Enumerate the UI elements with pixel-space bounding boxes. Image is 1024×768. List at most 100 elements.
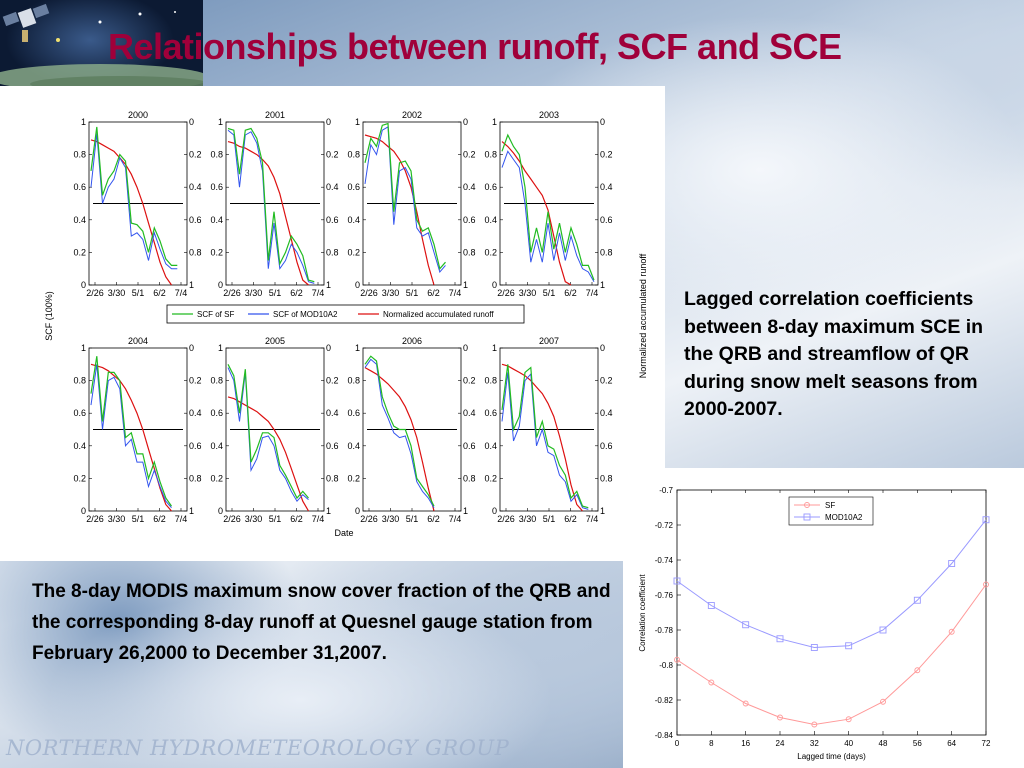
series-runoff: [501, 363, 583, 512]
y-tick-label: 0.8: [484, 150, 497, 160]
y-axis-label: SCF (100%): [44, 291, 54, 341]
y-tick-label: 0.8: [210, 376, 223, 386]
x-tick-label: 32: [810, 739, 819, 748]
series-runoff: [364, 367, 435, 512]
data-point: [810, 644, 818, 651]
x-tick-label: 6/2: [564, 288, 577, 298]
y-tick-label: 0.4: [347, 215, 360, 225]
y2-tick-label: 0.8: [600, 247, 613, 257]
series-scf-sf: [227, 127, 315, 283]
snow-cover-caption: The 8-day MODIS maximum snow cover fract…: [32, 581, 611, 664]
lagged-correlation-figure: -0.84 -0.82 -0.8 -0.78 -0.76 -0.74 -0.72 -0.7 0 8…: [623, 468, 1024, 768]
footer-group-name: NORTHERN HYDROMETEOROLOGY GROUP: [6, 736, 510, 760]
chart-legend: SF MOD10A2: [788, 496, 874, 526]
data-point: [845, 642, 853, 650]
y2-tick-label: 0.6: [463, 441, 476, 451]
y2-tick-label: 0.6: [600, 441, 613, 451]
y2-tick-label: 0.4: [189, 408, 202, 418]
y2-axis-label: Normalized accumulated runoff: [638, 253, 648, 378]
series-scf-sf: [364, 122, 446, 270]
y-tick-label: 0: [218, 506, 223, 516]
y-tick-label: 0.2: [73, 473, 86, 483]
y-tick-label: 0: [492, 506, 497, 516]
y-tick-label: -0.72: [655, 521, 674, 530]
y-tick-label: 0: [492, 280, 497, 290]
y-tick-label: 0.8: [210, 150, 223, 160]
x-tick-label: 0: [675, 739, 680, 748]
y-tick-label: 0.6: [210, 182, 223, 192]
x-tick-label: 6/2: [153, 514, 166, 524]
y-tick-label: 0.6: [484, 408, 497, 418]
x-tick-label: 2/26: [360, 288, 378, 298]
series-line: [676, 584, 987, 726]
snow-cover-runoff-figure: 2000 0 0.2 0.4 0.6 0.8 1 1 0.8 0.6 0.4 0.2 0 2/26 3/30…: [0, 86, 665, 561]
y-tick-label: 0.6: [210, 408, 223, 418]
y-tick-label: 0.6: [347, 408, 360, 418]
data-point: [742, 621, 750, 629]
x-tick-label: 56: [913, 739, 922, 748]
y2-tick-label: 0.6: [600, 215, 613, 225]
legend-marker: [804, 502, 810, 508]
y-tick-label: 0.6: [73, 182, 86, 192]
x-tick-label: 5/1: [269, 288, 282, 298]
x-tick-label: 48: [879, 739, 888, 748]
x-tick-label: 5/1: [269, 514, 282, 524]
y-tick-label: 0: [81, 506, 86, 516]
series-scf-mod10a2: [364, 126, 446, 274]
x-tick-label: 7/4: [175, 288, 188, 298]
x-tick-label: 72: [982, 739, 991, 748]
x-tick-label: 5/1: [406, 514, 419, 524]
y-tick-label: 1: [492, 343, 497, 353]
x-tick-label: 6/2: [290, 288, 303, 298]
series-scf-sf: [227, 364, 309, 500]
y-tick-label: 0.4: [210, 441, 223, 451]
legend-label: SF: [825, 501, 835, 510]
y2-tick-label: 1: [326, 280, 331, 290]
series-runoff: [364, 134, 435, 286]
panel-title: 2002: [402, 110, 422, 120]
y2-tick-label: 0.8: [189, 473, 202, 483]
y2-tick-label: 0.4: [600, 182, 613, 192]
y-tick-label: 0: [355, 280, 360, 290]
y-tick-label: 0.4: [347, 441, 360, 451]
y2-tick-label: 0: [189, 343, 194, 353]
data-point: [708, 679, 715, 686]
data-point: [845, 716, 852, 723]
y2-tick-label: 0.4: [189, 182, 202, 192]
x-tick-label: 2/26: [223, 288, 241, 298]
satellite-icon: [0, 3, 203, 86]
y-tick-label: -0.78: [655, 626, 674, 635]
series-scf-mod10a2: [501, 150, 595, 282]
x-tick-label: 6/2: [153, 288, 166, 298]
x-tick-label: 2/26: [497, 288, 515, 298]
y2-tick-label: 0.2: [600, 376, 613, 386]
series-scf-sf: [501, 364, 589, 509]
x-tick-label: 6/2: [427, 514, 440, 524]
page-title: Relationships between runoff, SCF and SC…: [108, 26, 842, 67]
y-tick-label: 1: [81, 343, 86, 353]
data-point: [673, 577, 681, 585]
y2-tick-label: 0: [326, 343, 331, 353]
panel-title: 2007: [539, 336, 559, 346]
data-point: [948, 560, 956, 567]
series-scf-sf: [501, 133, 595, 281]
legend-box: [166, 304, 525, 324]
x-tick-label: 7/4: [312, 288, 325, 298]
y2-tick-label: 0.6: [326, 441, 339, 451]
panel-title: 2000: [128, 110, 148, 120]
y-tick-label: 0.2: [347, 247, 360, 257]
series-mod10a2: [673, 516, 990, 651]
data-point: [880, 698, 886, 705]
x-tick-label: 16: [741, 739, 750, 748]
series-scf-mod10a2: [90, 364, 172, 509]
y-tick-label: 0.6: [347, 182, 360, 192]
y-tick-label: 1: [355, 117, 360, 127]
x-tick-label: 3/30: [382, 288, 400, 298]
x-tick-label: 7/4: [586, 514, 599, 524]
data-point: [811, 721, 818, 728]
y2-tick-label: 0.8: [326, 473, 339, 483]
